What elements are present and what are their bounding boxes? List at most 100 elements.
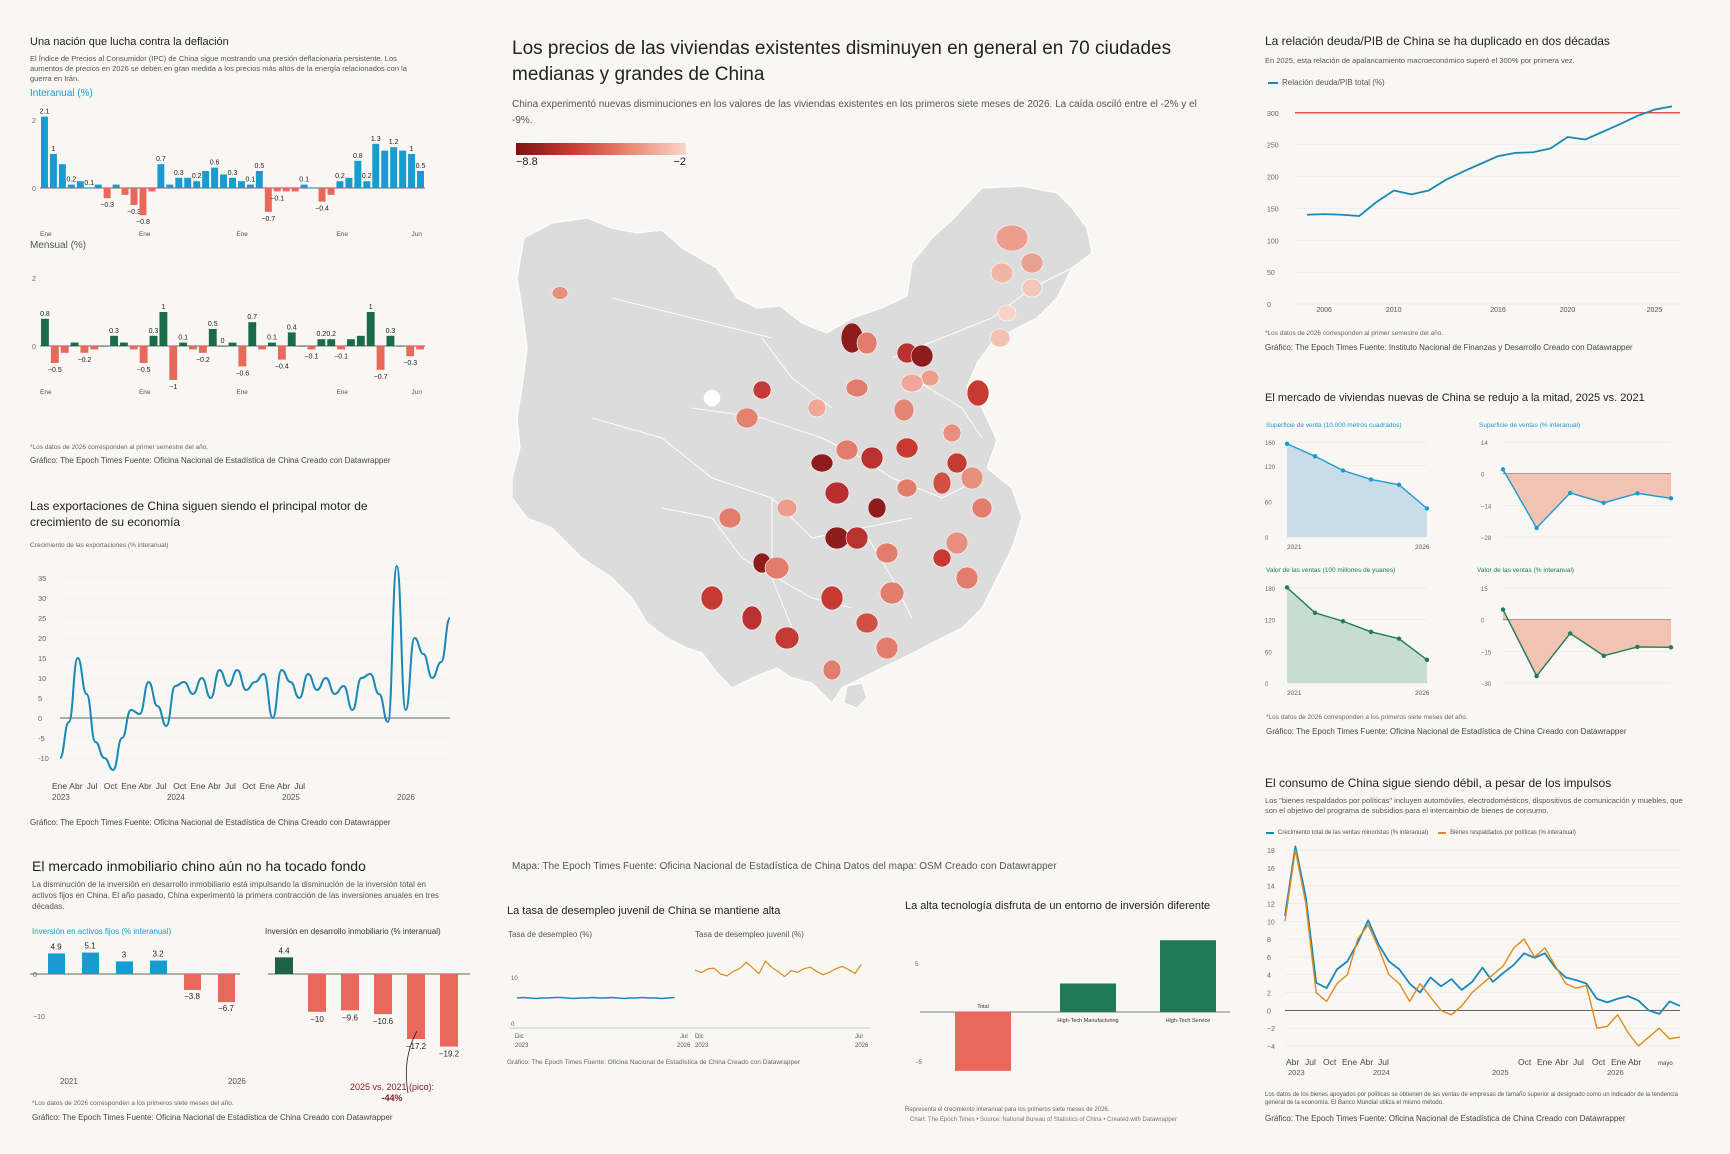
re-year: 2021 xyxy=(60,1077,78,1086)
nh-area-point xyxy=(1396,482,1402,487)
cpi-mom-bar xyxy=(228,342,237,346)
consumo-ytick: 0 xyxy=(1267,1008,1271,1015)
re-right-label: −19.2 xyxy=(439,1050,460,1059)
nh-area-ytick: 60 xyxy=(1265,500,1272,506)
exports-ytick: 35 xyxy=(38,574,46,583)
youth-xtick: Jul xyxy=(855,1034,863,1040)
cpi-yoy-bar xyxy=(363,181,371,188)
debt-ytick: 250 xyxy=(1267,143,1279,150)
re-right-label: −9.6 xyxy=(342,1013,358,1022)
re-ytick: −10 xyxy=(33,1014,45,1021)
cpi-mom-data-label: −0.5 xyxy=(48,367,62,374)
cpi-mom-xtick: Ene xyxy=(236,389,248,394)
realestate-header: El mercado inmobiliario chino aún no ha … xyxy=(32,858,452,912)
consumo-ytick: 8 xyxy=(1267,937,1271,944)
cpi-yoy-data-label: 0.6 xyxy=(210,160,220,167)
hightech-title: La alta tecnología disfruta de un entorn… xyxy=(905,900,1211,912)
map-city-region xyxy=(860,446,884,470)
consumo-year: 2023 xyxy=(1288,1068,1305,1075)
cpi-yoy-data-label: 1.3 xyxy=(371,136,381,143)
cpi-yoy-bar xyxy=(246,184,254,188)
re-left-bar xyxy=(184,974,201,990)
cpi-mom-ytick: 0 xyxy=(32,344,36,351)
nh-area-yoy-point xyxy=(1635,491,1640,496)
newhomes-chart: 160 120 60 0 2021 2026 14 0 −14 −28 180 120 60 0 2021 2… xyxy=(1265,441,1674,697)
cpi-mom-bar xyxy=(406,346,415,357)
nh-area-ytick: 0 xyxy=(1265,536,1269,542)
nh-value-yoy-point xyxy=(1668,645,1674,650)
cpi-yoy-bar xyxy=(130,188,138,205)
map-city-region xyxy=(1020,252,1044,274)
map-city-region xyxy=(910,344,934,368)
map-city-region xyxy=(822,659,842,681)
consumo-legend: Crecimiento total de las ventas minorist… xyxy=(1266,830,1576,836)
nh-value-line xyxy=(1286,586,1428,661)
cpi-yoy-bar xyxy=(49,154,57,188)
debt-legend: Relación deuda/PIB total (%) xyxy=(1268,78,1385,87)
nh-area-yoy-area xyxy=(1503,469,1671,528)
nh-area-point xyxy=(1368,477,1374,482)
cpi-yoy-ytick: 0 xyxy=(32,186,36,193)
cpi-mom-data-label: −0.6 xyxy=(235,370,249,377)
exports-xtick: Jul xyxy=(156,781,167,791)
cpi-yoy-data-label: 1 xyxy=(410,146,414,153)
re-right-label: −10.6 xyxy=(373,1017,394,1026)
cpi-yoy-bar xyxy=(220,174,228,188)
nh-area-xtick: 2021 xyxy=(1287,544,1302,551)
cpi-yoy-data-label: 1.2 xyxy=(389,139,399,146)
cpi-yoy-data-label: 0.1 xyxy=(246,177,256,184)
exports-xtick: Ene xyxy=(52,781,67,791)
debt-ytick: 300 xyxy=(1267,111,1279,118)
consumo-ytick: −2 xyxy=(1267,1026,1275,1033)
cpi-yoy-bar xyxy=(255,171,263,188)
newhomes-source: Gráfico: The Epoch Times Fuente: Oficina… xyxy=(1266,727,1627,736)
cpi-yoy-data-label: 1 xyxy=(51,146,55,153)
youth-left-label: Tasa de desempleo (%) xyxy=(508,930,593,939)
nh-area-yoy-ytick: −28 xyxy=(1481,536,1492,542)
re-left-bar xyxy=(116,961,133,974)
cpi-yoy-xtick: Jun xyxy=(412,231,423,236)
nh-area-point xyxy=(1424,506,1430,511)
re-left-bar xyxy=(48,953,65,974)
map-city-region xyxy=(735,407,759,429)
cpi-yoy-bar xyxy=(94,184,102,188)
nh-value-ytick: 60 xyxy=(1265,650,1272,656)
cpi-mom-bar xyxy=(80,346,89,353)
cpi-yoy-bar xyxy=(157,164,165,188)
cpi-mom-bar xyxy=(90,346,99,350)
cpi-mom-bar xyxy=(386,335,395,346)
exports-ytick: 25 xyxy=(38,614,46,623)
consumo-title: El consumo de China sigue siendo débil, … xyxy=(1265,776,1612,790)
map-title: Los precios de las viviendas existentes … xyxy=(512,38,1172,85)
map-city-region xyxy=(990,262,1014,284)
realestate-right-label: Inversión en desarrollo inmobiliario (% … xyxy=(265,927,441,936)
cpi-mom-bar xyxy=(208,329,217,346)
consumo-ytick: 16 xyxy=(1267,866,1275,873)
nh-area-point xyxy=(1340,468,1346,473)
cpi-mom-ytick: 2 xyxy=(32,276,36,283)
exports-xtick: Jul xyxy=(294,781,305,791)
cpi-mom-data-label: 0.8 xyxy=(40,311,50,318)
map-legend-gradient xyxy=(516,143,686,155)
exports-xtick: Jul xyxy=(87,781,98,791)
cpi-yoy-bar xyxy=(112,184,120,188)
cpi-mom-bar xyxy=(110,335,118,346)
cpi-mom-data-label: −0.4 xyxy=(275,364,289,371)
consumo-xtick: Jul xyxy=(1305,1057,1316,1067)
cpi-yoy-data-label: −0.8 xyxy=(136,219,150,226)
exports-title: Las exportaciones de China siguen siendo… xyxy=(30,499,368,530)
realestate-desc: La disminución de la inversión en desarr… xyxy=(32,880,439,911)
cpi-mom-bar xyxy=(396,346,405,347)
hightech-chart: 5 −5 Total High-Tech Manufacturing High-Tech… xyxy=(915,940,1230,1071)
map-city-region xyxy=(997,304,1017,322)
nh-value-ytick: 0 xyxy=(1265,682,1269,688)
nh-value-yoy-point xyxy=(1568,631,1573,636)
nh-value-yoy-point xyxy=(1601,653,1606,658)
cpi-yoy-data-label: −0.7 xyxy=(261,216,275,223)
cpi-yoy-data-label: 0.2 xyxy=(66,177,76,184)
cpi-mom-data-label: 0.2 xyxy=(316,331,326,338)
youth-unemployment-line xyxy=(516,996,675,1000)
nh-area-yoy-point xyxy=(1568,490,1573,496)
re-year: 2026 xyxy=(228,1077,246,1086)
cpi-yoy-bar xyxy=(139,188,147,216)
